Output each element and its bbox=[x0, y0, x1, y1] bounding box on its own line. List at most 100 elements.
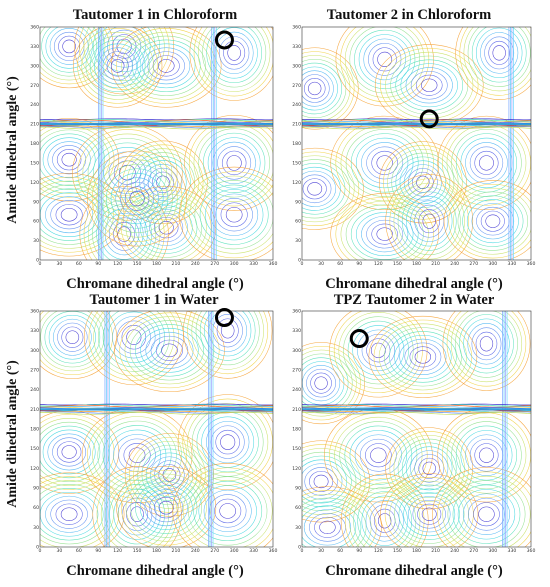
contour-line bbox=[389, 331, 457, 383]
contour-line bbox=[334, 416, 423, 494]
contour-line bbox=[410, 200, 449, 242]
y-tick-label: 120 bbox=[292, 466, 301, 472]
contour-line bbox=[443, 180, 531, 260]
contour-line bbox=[479, 447, 494, 463]
x-tick-label: 60 bbox=[337, 261, 343, 267]
x-tick-label: 150 bbox=[393, 548, 402, 554]
y-tick-label: 180 bbox=[292, 141, 301, 147]
highlight-circle bbox=[214, 30, 234, 50]
contour-line bbox=[210, 27, 258, 79]
contour-line bbox=[319, 520, 336, 534]
contour-line bbox=[96, 470, 178, 547]
x-tick-label: 120 bbox=[374, 261, 383, 267]
contour-line bbox=[96, 159, 178, 238]
contour-line bbox=[404, 342, 442, 372]
contour-line bbox=[407, 496, 451, 533]
contour-line bbox=[216, 318, 239, 343]
energy-band bbox=[302, 122, 531, 126]
contour-line bbox=[350, 208, 419, 260]
energy-band bbox=[40, 408, 273, 411]
y-tick-label: 60 bbox=[295, 219, 301, 225]
contour-line bbox=[338, 312, 419, 389]
contour-line bbox=[357, 491, 412, 547]
panel-4-plot: 0 30 60 90 120 150 180 210 240 270 300 330 360030609… bbox=[292, 309, 535, 555]
contour-line bbox=[121, 31, 212, 100]
contour-line bbox=[459, 27, 531, 96]
y-tick-label: 300 bbox=[30, 63, 39, 69]
contour-line bbox=[442, 120, 531, 206]
y-tick-label: 270 bbox=[30, 83, 39, 89]
x-tick-label: 150 bbox=[133, 548, 142, 554]
contour-line bbox=[113, 221, 136, 247]
contour-line bbox=[44, 311, 101, 364]
contour-line bbox=[302, 159, 350, 219]
contour-line bbox=[471, 203, 515, 240]
contour-line bbox=[126, 148, 200, 217]
y-tick-label: 0 bbox=[298, 258, 301, 264]
contour-line bbox=[60, 207, 78, 222]
contour-line bbox=[56, 149, 82, 171]
contour-line bbox=[93, 311, 175, 377]
x-tick-label: 360 bbox=[269, 548, 278, 554]
contour-line bbox=[409, 346, 437, 368]
contour-line bbox=[128, 447, 146, 463]
y-tick-label: 60 bbox=[33, 505, 39, 511]
contour-line bbox=[302, 62, 343, 115]
contour-line bbox=[393, 182, 465, 260]
contour-line bbox=[187, 311, 269, 375]
contour-line bbox=[113, 488, 161, 540]
x-tick-label: 210 bbox=[172, 261, 181, 267]
contour-line bbox=[57, 322, 88, 352]
contour-line bbox=[344, 27, 425, 98]
contour-line bbox=[153, 217, 179, 239]
contour-line bbox=[366, 219, 404, 249]
contour-line bbox=[110, 59, 125, 73]
contour-line bbox=[114, 311, 225, 393]
contour-line bbox=[302, 155, 355, 223]
y-tick-label: 300 bbox=[292, 348, 301, 354]
contour-line bbox=[147, 51, 185, 81]
contour-line bbox=[466, 199, 519, 244]
y-tick-label: 90 bbox=[33, 199, 39, 205]
y-tick-label: 30 bbox=[295, 238, 301, 244]
x-tick-label: 0 bbox=[39, 261, 42, 267]
contour-line bbox=[398, 488, 460, 540]
contour-line bbox=[453, 187, 531, 255]
contour-line bbox=[210, 425, 245, 459]
y-tick-label: 240 bbox=[292, 387, 301, 393]
contour-line bbox=[121, 325, 147, 350]
y-tick-label: 120 bbox=[30, 466, 39, 472]
contour-line bbox=[88, 311, 180, 381]
contour-line bbox=[215, 429, 240, 455]
contour-line bbox=[212, 141, 256, 185]
contour-line bbox=[302, 170, 337, 207]
x-tick-label: 300 bbox=[230, 261, 239, 267]
contour-line bbox=[149, 213, 184, 243]
x-tick-label: 270 bbox=[210, 261, 219, 267]
contour-line bbox=[120, 469, 212, 546]
contour-line bbox=[455, 425, 518, 485]
contour-line bbox=[347, 320, 409, 380]
contour-line bbox=[150, 335, 189, 365]
contour-line bbox=[302, 66, 338, 111]
contour-line bbox=[198, 128, 270, 198]
y-tick-label: 0 bbox=[36, 545, 39, 551]
contour-line bbox=[304, 467, 338, 496]
contour-line bbox=[61, 152, 77, 167]
contour-line bbox=[306, 368, 336, 398]
panel-1-plot: 0 30 60 90 120 150 180 210 240 270 300 330 360030609… bbox=[30, 25, 277, 268]
contour-line bbox=[451, 128, 522, 197]
contour-line bbox=[214, 498, 242, 524]
panel-3-title: Tautomer 1 in Water bbox=[89, 292, 219, 308]
x-tick-label: 30 bbox=[318, 548, 324, 554]
contour-line bbox=[354, 434, 402, 476]
contour-line bbox=[370, 447, 387, 463]
panel-4-title: TPZ Tautomer 2 in Water bbox=[333, 292, 495, 308]
x-tick-label: 210 bbox=[172, 548, 181, 554]
contour-line bbox=[345, 128, 424, 197]
contour-line bbox=[450, 311, 523, 383]
contour-line bbox=[198, 485, 257, 537]
contour-line bbox=[345, 204, 424, 260]
contour-line bbox=[329, 311, 428, 398]
y-tick-label: 120 bbox=[292, 180, 301, 186]
